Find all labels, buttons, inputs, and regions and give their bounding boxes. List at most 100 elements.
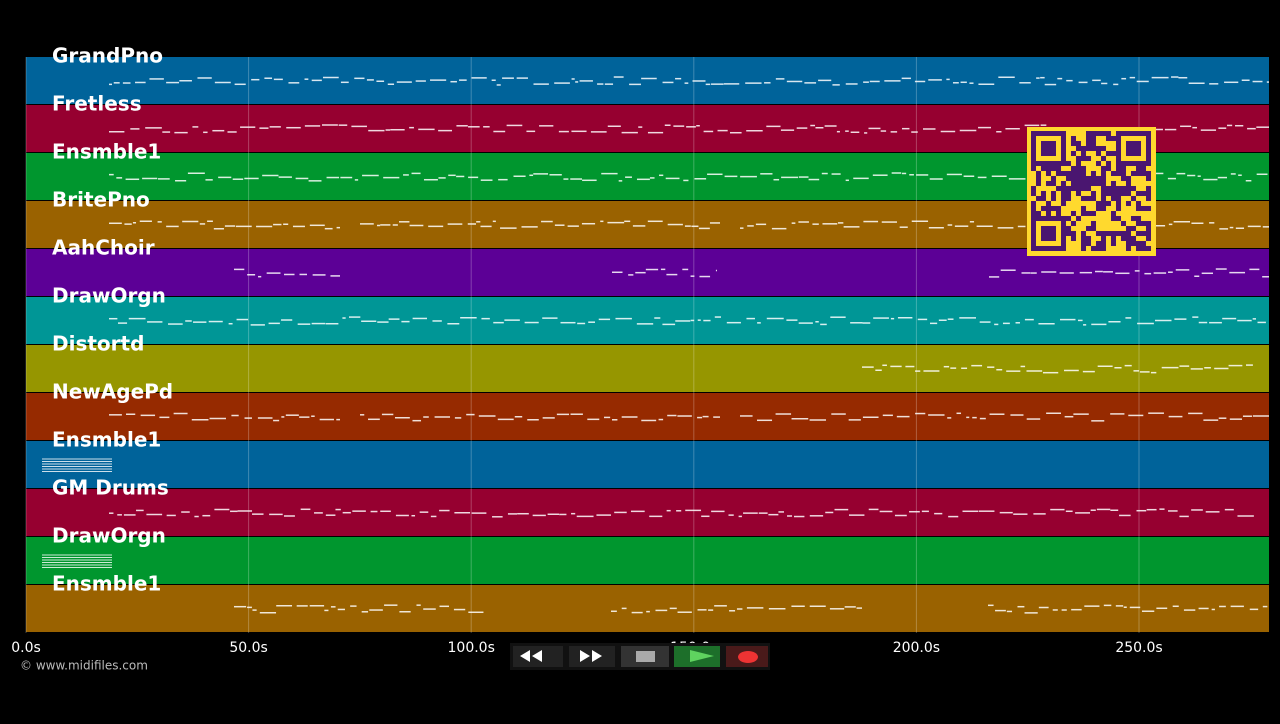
qr-cell	[1066, 186, 1071, 191]
qr-cell	[1056, 131, 1061, 136]
qr-cell	[1091, 191, 1096, 196]
qr-cell	[1121, 236, 1126, 241]
qr-cell	[1036, 216, 1041, 221]
qr-cell	[1136, 166, 1141, 171]
qr-cell	[1051, 146, 1056, 151]
play-button[interactable]	[674, 646, 720, 667]
qr-cell	[1051, 231, 1056, 236]
icon	[520, 650, 542, 662]
qr-cell	[1081, 166, 1086, 171]
qr-cell	[1076, 171, 1081, 176]
qr-cell	[1111, 211, 1116, 216]
qr-cell	[1091, 211, 1096, 216]
qr-cell	[1146, 141, 1151, 146]
qr-cell	[1106, 231, 1111, 236]
track-label: GM Drums	[52, 476, 169, 500]
qr-cell	[1086, 141, 1091, 146]
qr-cell	[1061, 236, 1066, 241]
qr-cell	[1076, 161, 1081, 166]
qr-cell	[1136, 201, 1141, 206]
qr-cell	[1081, 246, 1086, 251]
qr-cell	[1061, 186, 1066, 191]
qr-cell	[1126, 131, 1131, 136]
qr-cell	[1116, 161, 1121, 166]
qr-cell	[1046, 171, 1051, 176]
track-label: BritePno	[52, 188, 150, 212]
qr-cell	[1131, 236, 1136, 241]
qr-cell	[1141, 166, 1146, 171]
qr-cell	[1106, 136, 1111, 141]
qr-cell	[1061, 191, 1066, 196]
qr-cell	[1106, 166, 1111, 171]
tick-label: 100.0s	[448, 640, 495, 656]
tick-label: 200.0s	[893, 640, 940, 656]
qr-cell	[1131, 141, 1136, 146]
qr-cell	[1031, 146, 1036, 151]
qr-cell	[1101, 196, 1106, 201]
qr-cell	[1071, 236, 1076, 241]
transport-controls	[510, 643, 770, 670]
qr-cell	[1051, 181, 1056, 186]
qr-cell	[1081, 231, 1086, 236]
qr-cell	[1096, 176, 1101, 181]
qr-cell	[1091, 226, 1096, 231]
rewind-button[interactable]	[513, 646, 563, 667]
qr-cell	[1046, 161, 1051, 166]
qr-cell	[1086, 146, 1091, 151]
qr-cell	[1146, 171, 1151, 176]
tick-label: 0.0s	[11, 640, 41, 656]
qr-cell	[1081, 211, 1086, 216]
qr-cell	[1046, 181, 1051, 186]
qr-cell	[1116, 171, 1121, 176]
qr-cell	[1146, 191, 1151, 196]
qr-cell	[1036, 196, 1041, 201]
qr-cell	[1036, 161, 1041, 166]
qr-cell	[1141, 206, 1146, 211]
qr-cell	[1126, 241, 1131, 246]
track-label: Ensmble1	[52, 140, 161, 164]
qr-cell	[1116, 196, 1121, 201]
qr-cell	[1076, 216, 1081, 221]
qr-cell	[1051, 191, 1056, 196]
stop-button[interactable]	[621, 646, 669, 667]
qr-cell	[1106, 131, 1111, 136]
qr-cell	[1091, 171, 1096, 176]
qr-cell	[1101, 236, 1106, 241]
qr-cell	[1146, 221, 1151, 226]
qr-cell	[1146, 206, 1151, 211]
qr-cell	[1061, 141, 1066, 146]
qr-cell	[1061, 136, 1066, 141]
qr-cell	[1061, 146, 1066, 151]
qr-cell	[1046, 166, 1051, 171]
record-button[interactable]	[726, 646, 768, 667]
qr-cell	[1121, 221, 1126, 226]
forward-button[interactable]	[569, 646, 615, 667]
qr-cell	[1066, 171, 1071, 176]
qr-cell	[1036, 171, 1041, 176]
qr-cell	[1146, 146, 1151, 151]
qr-cell	[1111, 241, 1116, 246]
qr-cell	[1131, 226, 1136, 231]
qr-cell	[1031, 206, 1036, 211]
icon	[636, 651, 655, 662]
qr-cell	[1121, 166, 1126, 171]
qr-cell	[1126, 191, 1131, 196]
qr-cell	[1056, 246, 1061, 251]
qr-cell	[1051, 161, 1056, 166]
qr-cell	[1076, 141, 1081, 146]
qr-cell	[1046, 231, 1051, 236]
qr-cell	[1036, 176, 1041, 181]
qr-cell	[1111, 216, 1116, 221]
qr-cell	[1071, 151, 1076, 156]
qr-cell	[1066, 196, 1071, 201]
qr-cell	[1051, 151, 1056, 156]
qr-cell	[1061, 241, 1066, 246]
qr-cell	[1061, 201, 1066, 206]
qr-cell	[1031, 161, 1036, 166]
qr-cell	[1066, 226, 1071, 231]
qr-cell	[1106, 191, 1111, 196]
qr-cell	[1041, 131, 1046, 136]
qr-cell	[1131, 151, 1136, 156]
qr-cell	[1121, 176, 1126, 181]
qr-cell	[1066, 231, 1071, 236]
